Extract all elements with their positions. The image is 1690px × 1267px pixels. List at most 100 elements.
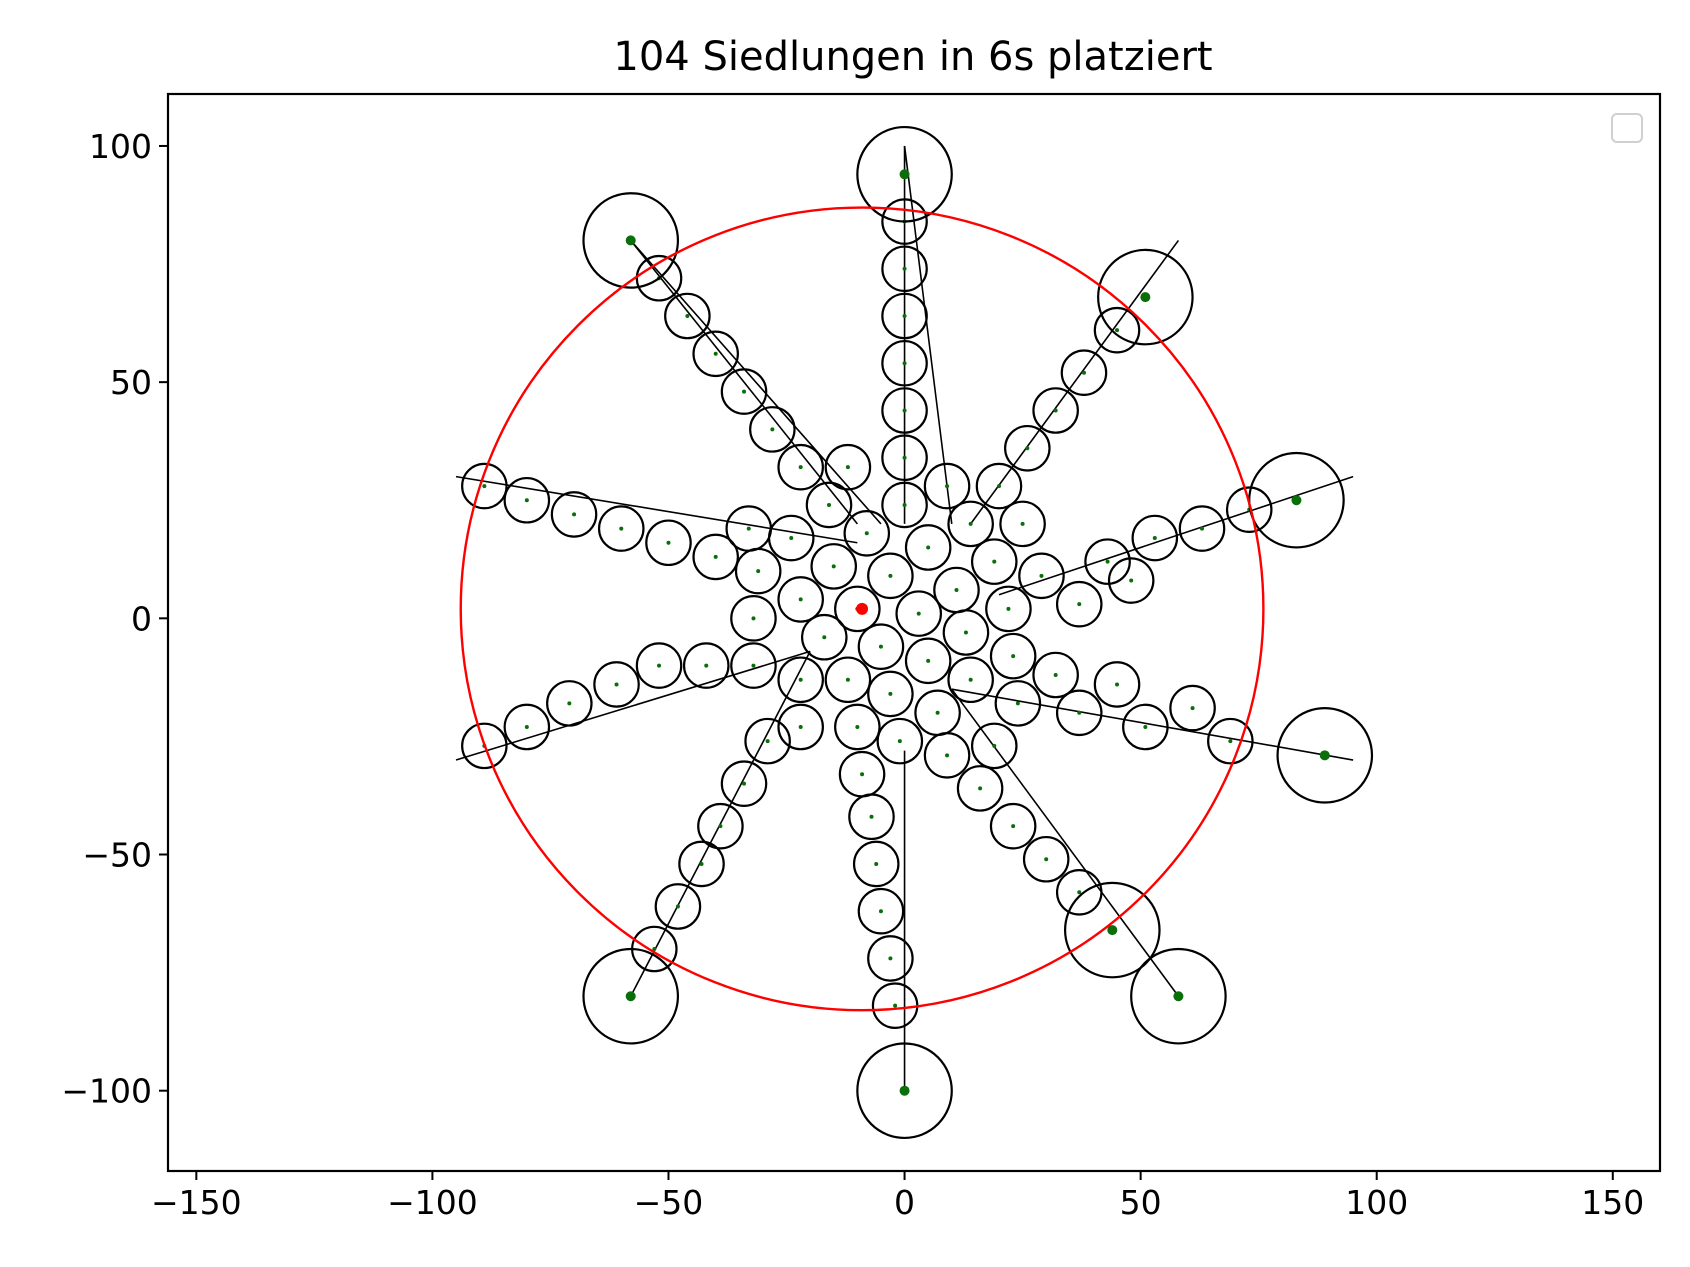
settlement-point-small-44 bbox=[869, 814, 874, 819]
settlement-point-small-2 bbox=[902, 314, 907, 319]
settlement-point-small-21 bbox=[1039, 573, 1044, 578]
settlement-ring-small-0 bbox=[881, 198, 928, 245]
settlement-point-small-43 bbox=[874, 861, 879, 866]
settlement-point-small-9 bbox=[1081, 370, 1086, 375]
settlement-ring-small-39 bbox=[914, 689, 961, 737]
settlement-ring-small-13 bbox=[947, 500, 994, 548]
settlement-ring-small-88 bbox=[857, 623, 905, 670]
plot-marks bbox=[455, 125, 1374, 1140]
settlement-ring-small-72 bbox=[635, 254, 683, 302]
settlement-ring-small-24 bbox=[1207, 717, 1254, 765]
settlement-ring-small-9 bbox=[1060, 349, 1108, 396]
settlement-ring-small-4 bbox=[881, 387, 928, 434]
settlement-ring-small-74 bbox=[692, 330, 739, 378]
settlement-point-small-49 bbox=[675, 904, 680, 909]
settlement-ring-small-3 bbox=[881, 339, 928, 387]
settlement-ring-small-29 bbox=[1032, 651, 1079, 699]
plot-frame bbox=[166, 92, 1662, 1173]
arm-line-8 bbox=[455, 475, 858, 544]
settlement-point-large-5 bbox=[1107, 925, 1118, 936]
settlement-point-small-8 bbox=[1115, 328, 1120, 333]
settlement-point-small-88 bbox=[878, 644, 883, 649]
settlement-point-small-84 bbox=[926, 545, 931, 550]
settlement-point-small-15 bbox=[992, 559, 997, 564]
settlement-point-small-25 bbox=[1190, 706, 1195, 711]
settlement-ring-small-17 bbox=[1178, 505, 1226, 552]
settlement-ring-large-6 bbox=[856, 1042, 953, 1140]
settlement-point-small-57 bbox=[524, 724, 529, 729]
settlement-point-small-12 bbox=[996, 484, 1001, 489]
settlement-ring-small-61 bbox=[682, 642, 730, 689]
settlement-point-small-66 bbox=[572, 512, 577, 517]
settlement-ring-small-91 bbox=[904, 637, 952, 685]
settlement-ring-small-67 bbox=[597, 505, 645, 552]
settlement-ring-large-8 bbox=[582, 192, 680, 289]
settlement-ring-small-18 bbox=[1131, 514, 1179, 562]
settlement-point-large-8 bbox=[625, 235, 636, 246]
settlement-point-large-2 bbox=[1291, 495, 1302, 506]
settlement-ring-small-93 bbox=[867, 670, 914, 718]
settlement-ring-large-4 bbox=[1130, 947, 1227, 1045]
settlement-ring-small-34 bbox=[989, 802, 1037, 850]
settlement-point-small-3 bbox=[902, 361, 907, 366]
settlement-point-small-5 bbox=[902, 455, 907, 460]
settlement-point-small-36 bbox=[945, 753, 950, 758]
settlement-point-small-39 bbox=[935, 710, 940, 715]
x-tick-label: 50 bbox=[1120, 1183, 1162, 1222]
settlement-ring-small-31 bbox=[989, 632, 1037, 680]
settlement-point-small-14 bbox=[1020, 521, 1025, 526]
settlement-point-small-52 bbox=[742, 781, 747, 786]
settlement-ring-small-25 bbox=[1169, 684, 1216, 732]
settlement-ring-small-46 bbox=[834, 703, 881, 751]
settlement-ring-small-1 bbox=[881, 245, 928, 293]
settlement-point-small-78 bbox=[827, 502, 832, 507]
settlement-ring-small-43 bbox=[852, 840, 900, 888]
settlement-ring-small-59 bbox=[593, 661, 640, 708]
settlement-ring-small-65 bbox=[503, 476, 551, 524]
x-tick-label: −50 bbox=[634, 1183, 704, 1222]
arm-line-9 bbox=[630, 239, 858, 525]
settlement-ring-small-71 bbox=[734, 547, 782, 595]
settlement-ring-small-73 bbox=[664, 292, 711, 340]
settlement-point-small-50 bbox=[699, 861, 704, 866]
settlement-ring-small-19 bbox=[1084, 538, 1131, 585]
settlement-point-small-63 bbox=[751, 616, 756, 621]
y-tick-label: 50 bbox=[110, 363, 152, 402]
arm-line-0 bbox=[903, 145, 953, 524]
settlement-ring-small-12 bbox=[975, 462, 1023, 510]
settlement-point-small-7 bbox=[945, 484, 950, 489]
settlement-ring-large-7 bbox=[582, 947, 680, 1045]
settlement-ring-small-28 bbox=[1055, 689, 1103, 737]
x-tick-label: −100 bbox=[387, 1183, 478, 1222]
arm-line-4 bbox=[951, 688, 1180, 997]
settlement-point-small-87 bbox=[822, 635, 827, 640]
settlement-ring-large-0 bbox=[856, 125, 953, 223]
settlement-ring-small-45 bbox=[838, 750, 886, 798]
settlement-ring-small-76 bbox=[749, 406, 796, 453]
settlement-ring-small-33 bbox=[1022, 835, 1070, 883]
settlement-ring-small-5 bbox=[881, 434, 928, 482]
settlement-ring-small-11 bbox=[1004, 424, 1051, 472]
settlement-ring-small-86 bbox=[777, 576, 824, 623]
settlement-ring-small-30 bbox=[994, 680, 1042, 727]
settlement-point-small-61 bbox=[704, 663, 709, 668]
settlement-point-small-58 bbox=[567, 701, 572, 706]
settlement-ring-small-54 bbox=[777, 703, 824, 751]
settlement-point-small-62 bbox=[751, 663, 756, 668]
settlement-point-small-40 bbox=[893, 1003, 898, 1008]
settlement-point-large-7 bbox=[625, 991, 636, 1002]
settlement-point-small-59 bbox=[614, 682, 619, 687]
settlement-ring-small-22 bbox=[1055, 580, 1103, 628]
x-tick-label: −150 bbox=[151, 1183, 242, 1222]
settlement-ring-small-58 bbox=[546, 680, 593, 727]
settlement-ring-small-8 bbox=[1093, 306, 1141, 354]
settlement-point-small-69 bbox=[713, 554, 718, 559]
settlement-point-small-89 bbox=[916, 611, 921, 616]
settlement-point-small-11 bbox=[1025, 446, 1030, 451]
settlement-point-small-83 bbox=[888, 573, 893, 578]
settlement-ring-small-42 bbox=[857, 887, 905, 935]
settlement-ring-small-62 bbox=[730, 642, 777, 689]
settlement-point-small-60 bbox=[657, 663, 662, 668]
axes: −150 −100 −50 0 50 100 150 −100 −50 0 50 100 bbox=[61, 127, 1644, 1222]
settlement-point-small-75 bbox=[742, 389, 747, 394]
